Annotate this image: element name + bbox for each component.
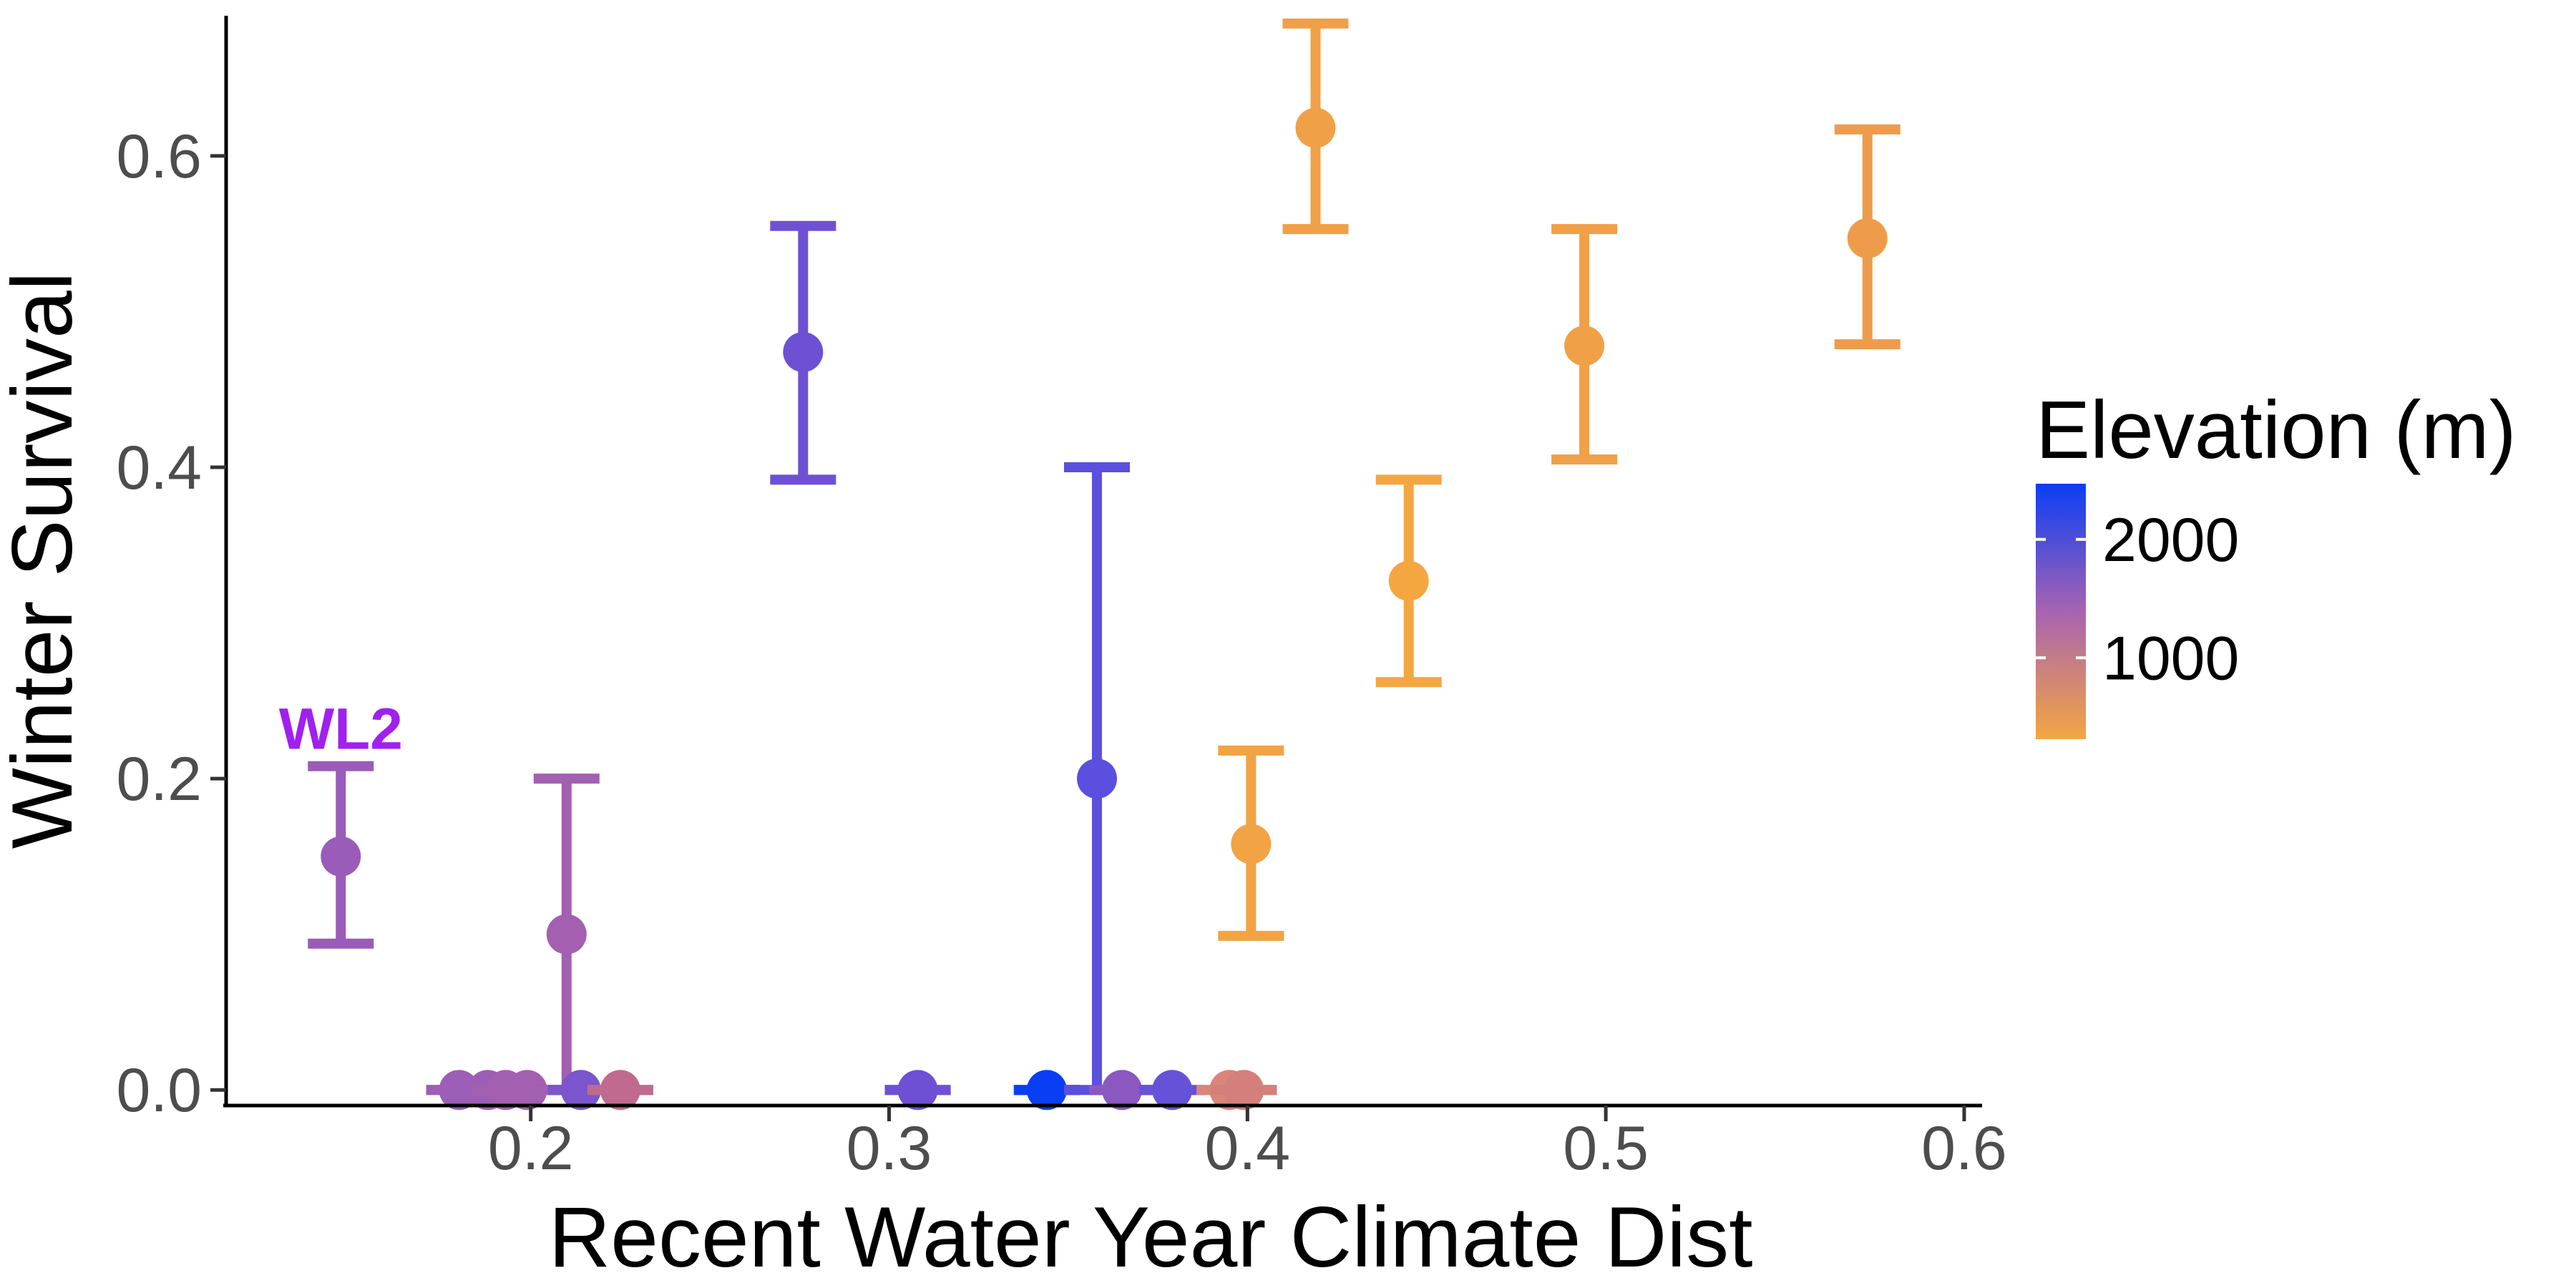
- data-point: [1224, 1070, 1264, 1111]
- data-point: [1231, 824, 1272, 864]
- data-point-group: [1551, 224, 1618, 465]
- legend-tick-label: 2000: [2102, 506, 2239, 575]
- y-tick-label: 0.6: [116, 122, 202, 191]
- legend-ticks: 2000 1000: [2036, 506, 2239, 693]
- data-point-group: [1375, 474, 1442, 688]
- x-axis-title: Recent Water Year Climate Dist: [549, 1189, 1753, 1285]
- legend: Elevation (m) 2000 1000: [2036, 385, 2517, 739]
- data-point-group: [1063, 462, 1130, 1096]
- data-point-group: [1139, 1070, 1206, 1111]
- data-point: [1026, 1070, 1067, 1111]
- x-axis-ticks: 0.2 0.3 0.4 0.5 0.6: [488, 1106, 2007, 1183]
- data-point: [560, 1070, 601, 1111]
- y-tick-label: 0.4: [116, 434, 202, 502]
- data-point-group: [1834, 124, 1901, 350]
- data-point-group: [884, 1070, 951, 1111]
- y-tick-label: 0.0: [116, 1056, 202, 1125]
- x-tick-label: 0.2: [488, 1114, 574, 1183]
- legend-title: Elevation (m): [2036, 385, 2517, 476]
- data-point: [1388, 560, 1429, 601]
- data-point: [600, 1070, 640, 1111]
- x-tick-label: 0.3: [847, 1114, 932, 1183]
- data-point-group: [1211, 1070, 1277, 1111]
- data-point-group: [1282, 18, 1349, 235]
- y-axis-title: Winter Survival: [0, 272, 90, 849]
- data-point: [783, 331, 824, 372]
- data-point: [1295, 107, 1336, 148]
- plot-marks: [308, 18, 1901, 1111]
- x-tick-label: 0.4: [1205, 1114, 1291, 1183]
- x-tick-label: 0.5: [1563, 1114, 1649, 1183]
- data-point: [1847, 218, 1888, 259]
- data-point: [1564, 326, 1605, 366]
- data-point: [1102, 1070, 1143, 1111]
- data-point-group: [533, 774, 600, 1096]
- y-axis-ticks: 0.0 0.2 0.4 0.6: [116, 122, 226, 1125]
- data-point: [1152, 1070, 1193, 1111]
- data-point: [1076, 758, 1117, 799]
- data-point-group: [587, 1070, 653, 1111]
- data-point-group: [1218, 745, 1284, 941]
- legend-colorbar: [2036, 484, 2086, 739]
- data-point: [897, 1070, 938, 1111]
- legend-tick-label: 1000: [2102, 624, 2239, 693]
- x-tick-label: 0.6: [1921, 1114, 2007, 1183]
- annotations: WL2: [279, 696, 403, 761]
- data-point: [321, 836, 361, 877]
- data-point-group: [770, 220, 836, 485]
- annotation-label: WL2: [279, 696, 403, 761]
- y-tick-label: 0.2: [116, 745, 202, 814]
- data-point-group: [308, 761, 374, 949]
- data-point: [546, 914, 587, 955]
- data-point: [507, 1070, 547, 1111]
